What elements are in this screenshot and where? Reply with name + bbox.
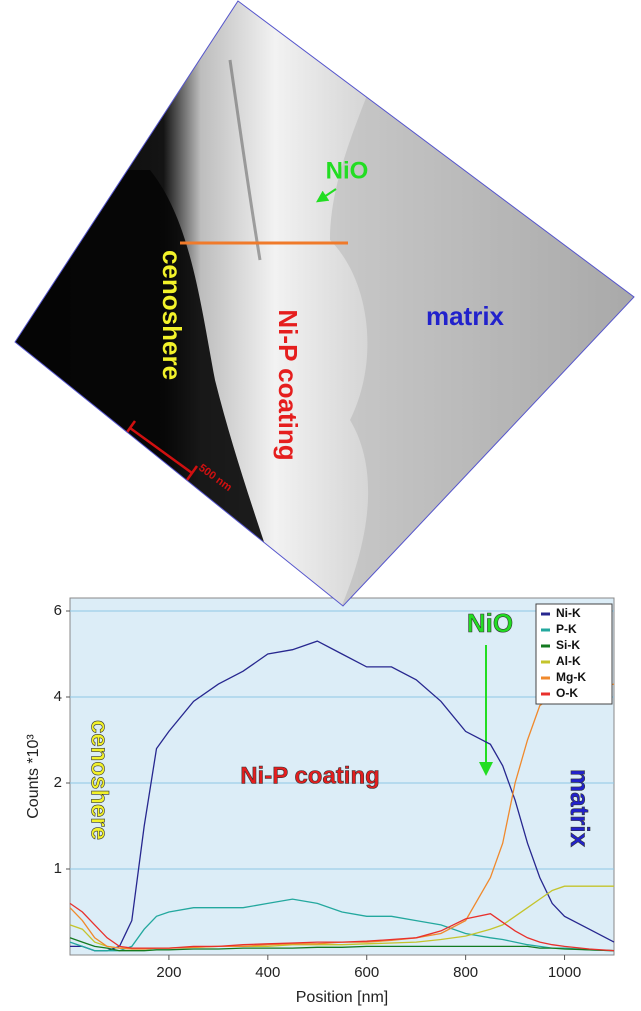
x-tick-label: 800 <box>453 964 478 981</box>
annotation: NiO <box>467 608 513 638</box>
y-tick-label: 6 <box>54 602 62 619</box>
y-tick-label: 4 <box>54 688 62 705</box>
annotation: matrix <box>565 769 595 848</box>
x-tick-label: 600 <box>354 964 379 981</box>
cenosphere-label: cenoshere <box>157 250 187 380</box>
y-tick-label: 2 <box>54 774 62 791</box>
x-axis-title: Position [nm] <box>296 989 388 1006</box>
figure: 1 2 4 6 200 400 600 800 1000 Position [nm] Counts … <box>0 0 641 1011</box>
legend-label: Mg-K <box>556 670 586 684</box>
y-axis-title: Counts *10³ <box>25 734 42 819</box>
annotation: Ni-P coating <box>240 762 380 789</box>
nio-label: NiO <box>326 157 369 184</box>
legend-label: Ni-K <box>556 606 581 620</box>
legend-label: P-K <box>556 622 577 636</box>
coating-label: Ni-P coating <box>273 309 303 460</box>
line-chart: 1 2 4 6 200 400 600 800 1000 Position [nm] Counts … <box>25 598 614 1006</box>
x-tick-label: 1000 <box>548 964 581 981</box>
legend-label: Al-K <box>556 654 581 668</box>
annotation: cenoshere <box>86 720 113 840</box>
y-tick-label: 1 <box>54 860 62 877</box>
sem-image: 500 nm NiO cenoshere Ni-P coating matrix <box>0 0 641 620</box>
x-tick-label: 400 <box>255 964 280 981</box>
legend-label: O-K <box>556 686 578 700</box>
matrix-label: matrix <box>426 301 505 331</box>
legend-label: Si-K <box>556 638 580 652</box>
x-tick-label: 200 <box>156 964 181 981</box>
